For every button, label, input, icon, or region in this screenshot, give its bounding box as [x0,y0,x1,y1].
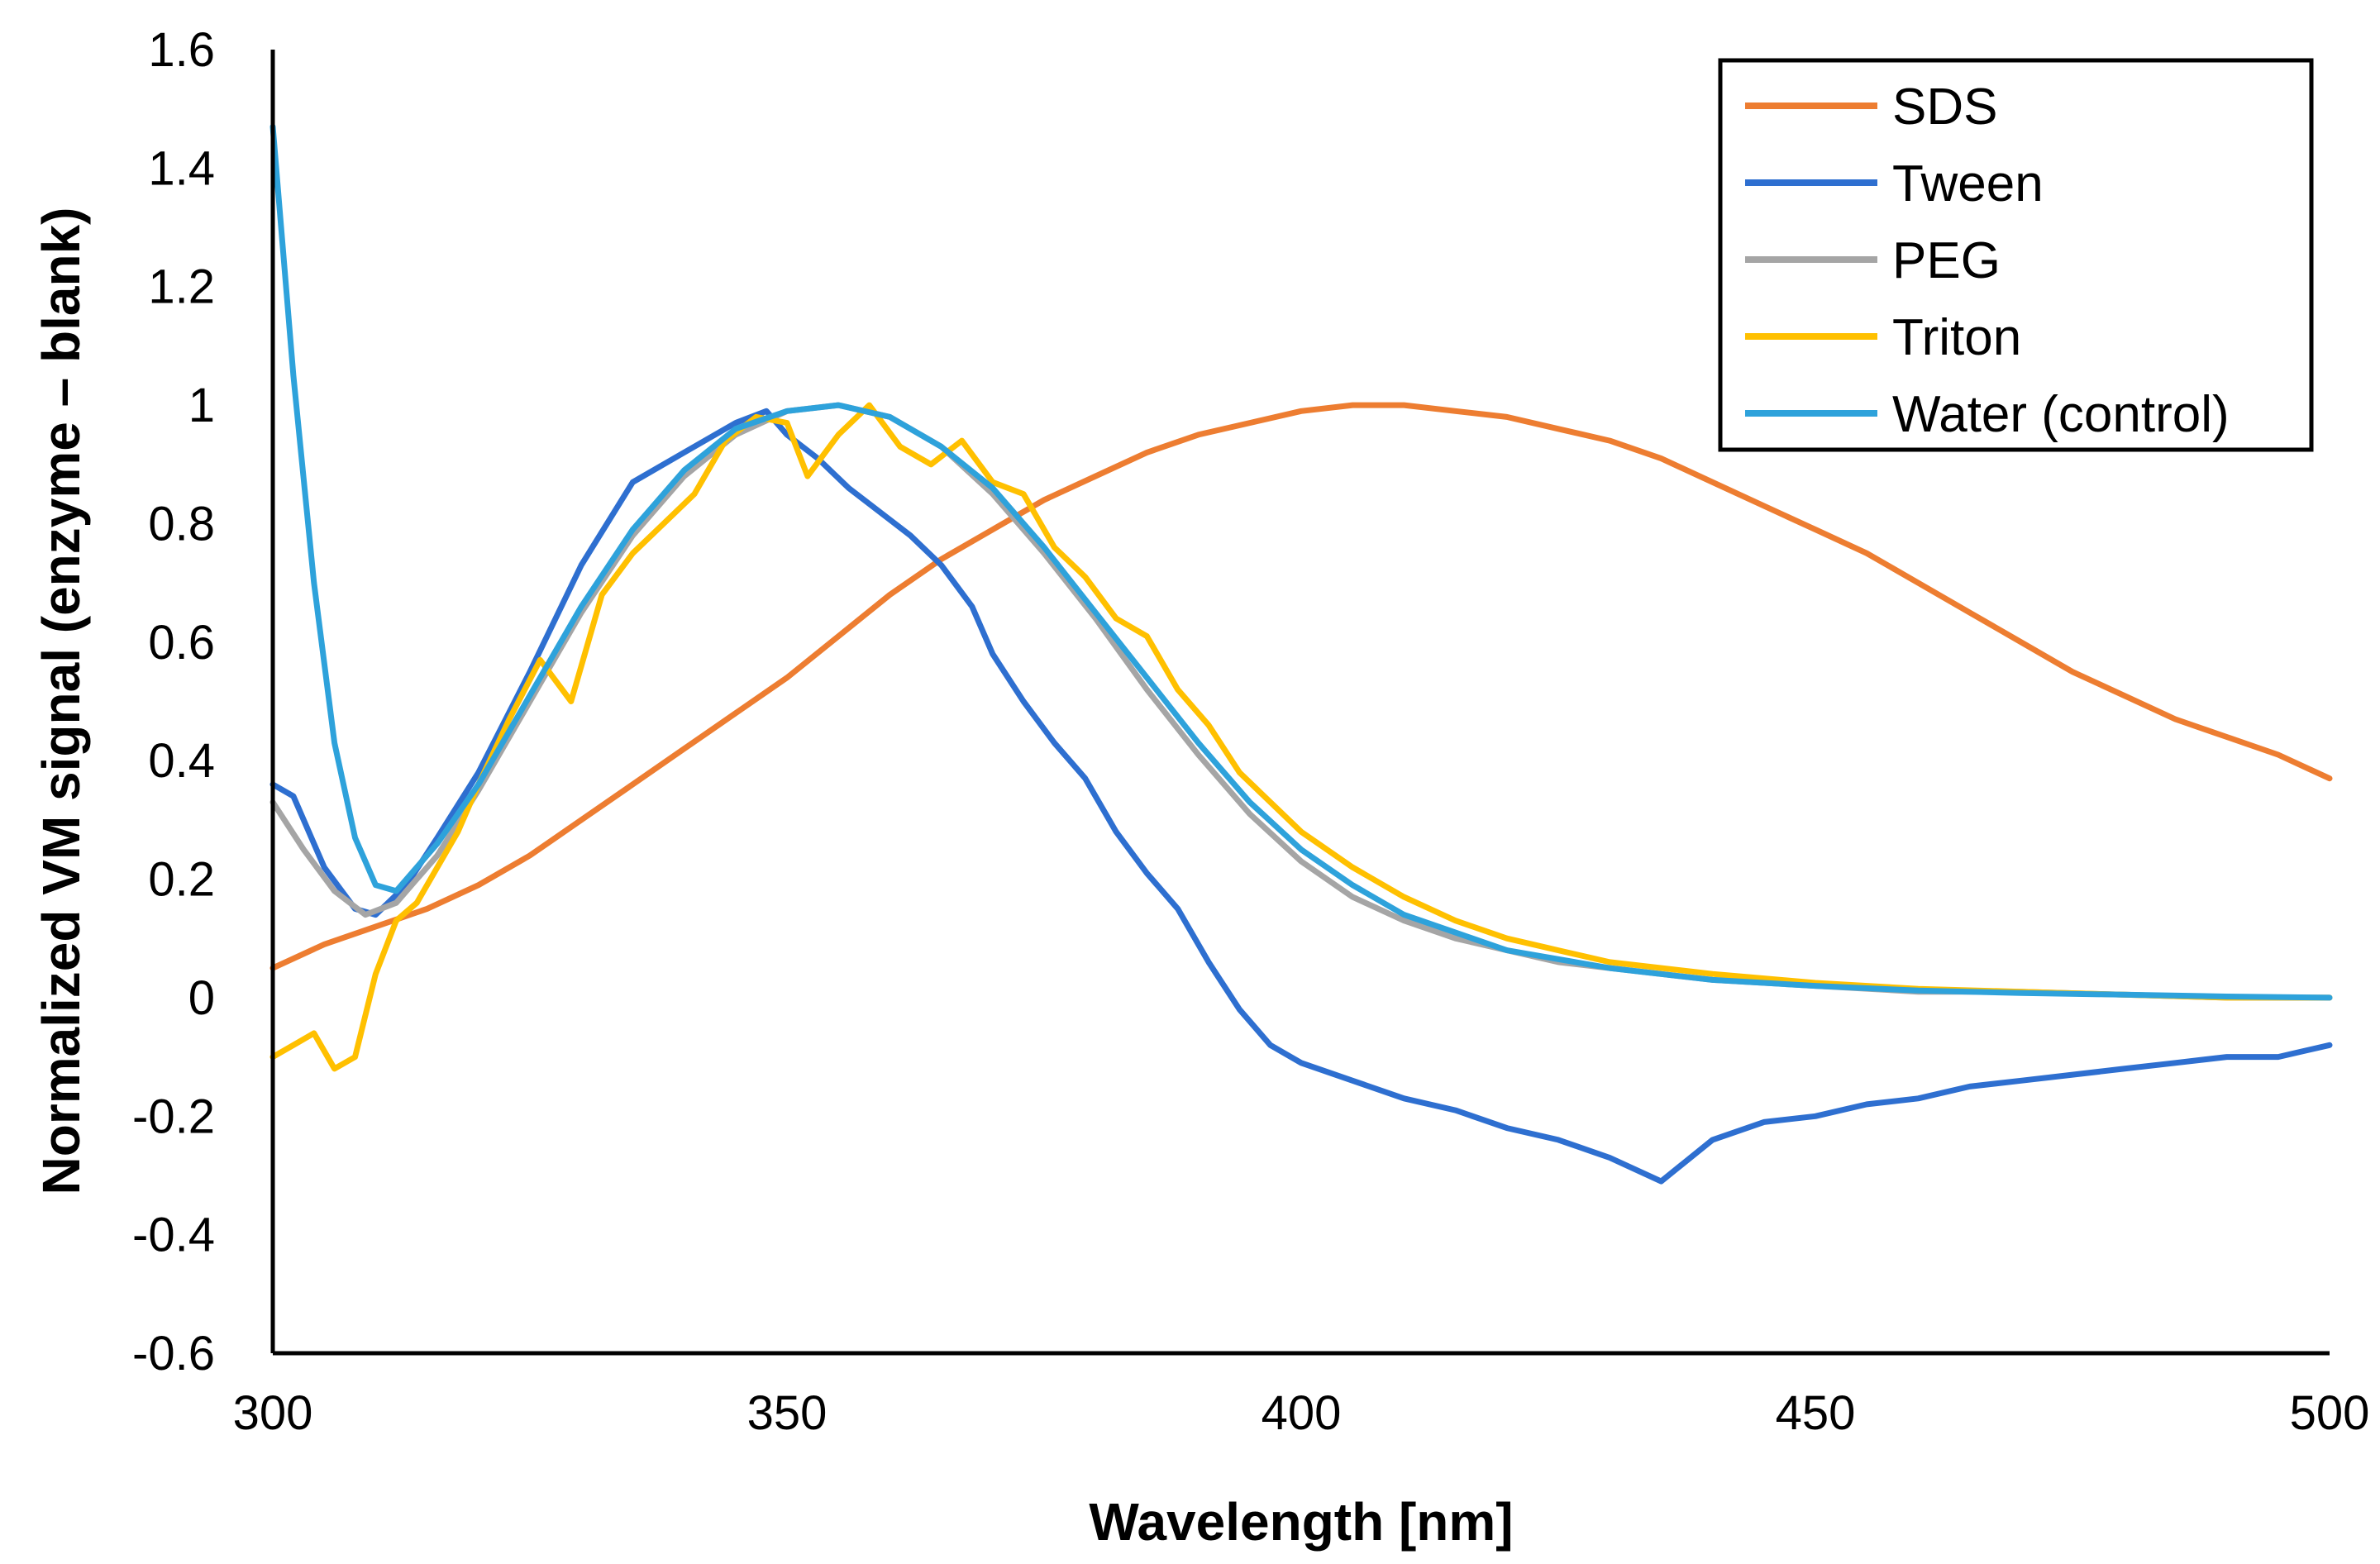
y-tick-label: 1.6 [148,23,215,77]
axes-layer [270,50,2330,1356]
x-axis-title: Wavelength [nm] [1089,1492,1513,1552]
legend-label: Water (control) [1892,386,2230,443]
series-line-sds [269,402,2333,971]
x-tick-label: 400 [1262,1386,1342,1440]
y-tick-label: 1.2 [148,260,215,314]
y-axis-title: Normalized VM signal (enzyme – blank) [31,207,91,1195]
x-tick-label: 300 [233,1386,313,1440]
legend-label: Triton [1892,309,2021,366]
legend-label: Tween [1892,155,2044,212]
x-tick-labels: 300 350 400 450 500 [233,1386,2370,1440]
legend-box [1718,58,2314,452]
legend-items: SDS Tween PEG Triton Water (control) [1745,79,2230,443]
legend-label: SDS [1892,79,1997,136]
y-tick-label: 0.8 [148,497,215,551]
y-tick-label: -0.2 [132,1090,215,1143]
y-tick-label: 0.2 [148,853,215,907]
y-tick-labels: -0.6 -0.4 -0.2 0 0.2 0.4 0.6 0.8 1 1.2 1.4 1.6 [132,23,215,1380]
legend-label: PEG [1892,232,2001,289]
y-tick-label: 0.4 [148,734,215,788]
x-tick-label: 350 [747,1386,828,1440]
series-line-water-control [269,123,2333,1001]
y-tick-label: -0.6 [132,1327,215,1380]
series-layer [269,123,2333,1185]
y-tick-label: 0 [188,971,215,1025]
series-line-triton [269,402,2333,1072]
x-tick-label: 450 [1776,1386,1856,1440]
y-tick-label: 1.4 [148,141,215,195]
legend: SDS Tween PEG Triton Water (control) [1718,58,2314,452]
series-line-tween [269,408,2333,1185]
y-tick-label: 1 [188,379,215,432]
y-tick-label: -0.4 [132,1209,215,1262]
y-tick-label: 0.6 [148,616,215,670]
x-tick-label: 500 [2290,1386,2370,1440]
